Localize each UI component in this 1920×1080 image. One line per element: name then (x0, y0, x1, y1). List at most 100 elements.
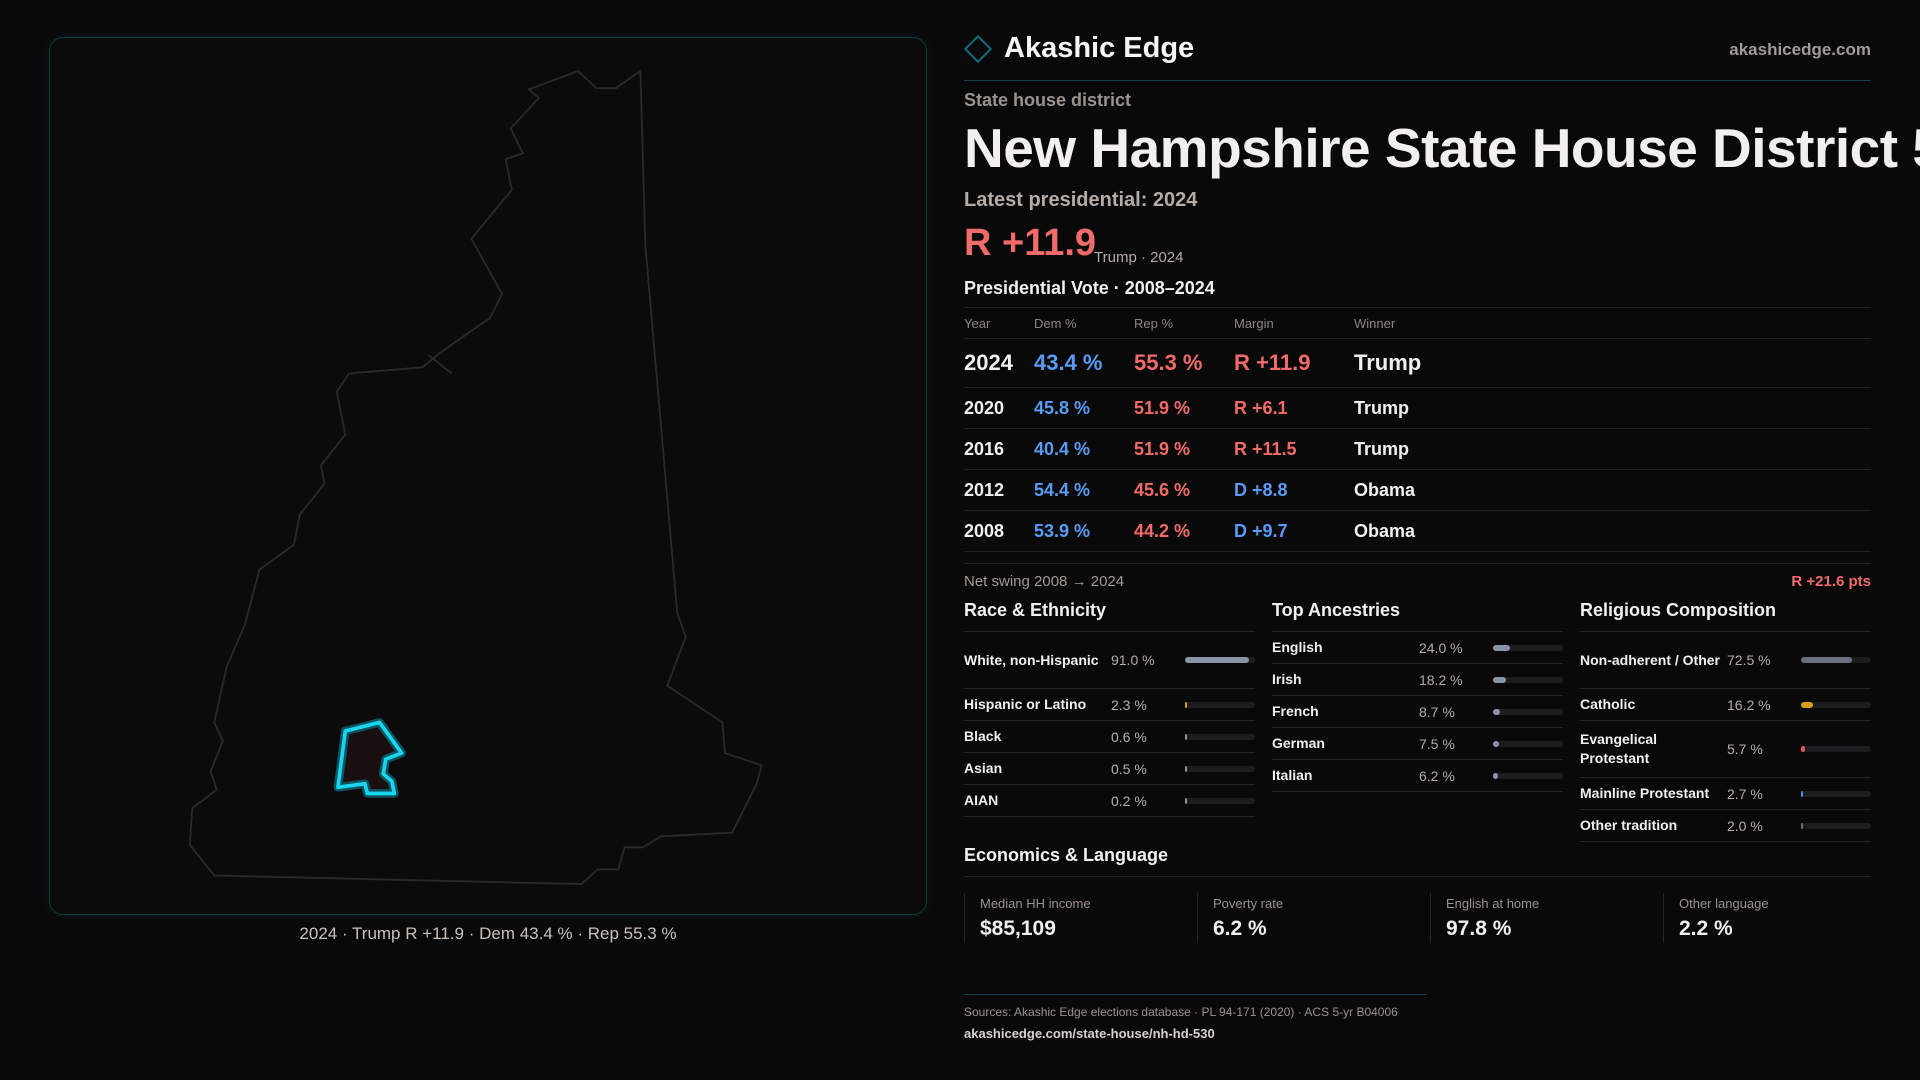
divider (964, 994, 1427, 995)
stat-bar-fill (1493, 676, 1507, 683)
stat-bar (1185, 733, 1255, 740)
stat-label: Other tradition (1580, 817, 1678, 833)
cell-margin: D +9.7 (1234, 510, 1354, 552)
brand-name: Akashic Edge (1004, 32, 1195, 64)
card-value: $85,109 (980, 917, 1056, 940)
brand[interactable]: Akashic Edge (963, 32, 1195, 65)
section-ancestry: Top Ancestries English 24.0 % Irish 18.2 % Fr… (1272, 600, 1563, 792)
stat-label: Asian (964, 760, 1003, 776)
cell-margin: R +6.1 (1234, 387, 1354, 429)
vote-row: 2012 54.4 % 45.6 % D +8.8 Obama (964, 469, 1871, 511)
section-title: Religious Composition (1580, 600, 1871, 632)
vote-table-title: Presidential Vote · 2008–2024 (964, 278, 1215, 298)
stat-label: Catholic (1580, 696, 1636, 712)
stat-bar-fill (1801, 746, 1806, 752)
col-rep: Rep % (1134, 307, 1234, 339)
stat-bar-fill (1185, 733, 1188, 740)
cell-margin: R +11.5 (1234, 428, 1354, 470)
stat-row: French 8.7 % (1272, 696, 1563, 728)
margin-headline: R +11.9 (964, 222, 1097, 264)
stat-bar-fill (1801, 657, 1853, 663)
card-label: English at home (1446, 896, 1540, 911)
stat-bar-fill (1185, 765, 1188, 772)
cell-winner: Obama (1354, 510, 1871, 552)
stat-value: 2.0 % (1726, 817, 1763, 834)
stat-value: 8.7 % (1418, 703, 1455, 720)
page-url[interactable]: akashicedge.com/state-house/nh-hd-530 (964, 1026, 1215, 1041)
stat-row: Black 0.6 % (964, 721, 1255, 753)
cell-rep: 44.2 % (1134, 510, 1234, 552)
stat-value: 2.3 % (1110, 696, 1147, 713)
section-religion: Religious Composition Non-adherent / Othe… (1580, 600, 1871, 842)
col-dem: Dem % (1034, 307, 1134, 339)
section-race: Race & Ethnicity White, non-Hispanic 91.0 … (964, 600, 1255, 817)
net-swing: Net swing 2008 → 2024 R +21.6 pts (964, 573, 1871, 590)
diamond-logo-icon (963, 34, 993, 63)
cell-rep: 55.3 % (1134, 338, 1234, 388)
stat-row: Italian 6.2 % (1272, 760, 1563, 792)
stat-value: 72.5 % (1726, 652, 1771, 668)
stat-bar (1185, 701, 1255, 708)
cell-rep: 45.6 % (1134, 469, 1234, 511)
vote-row: 2020 45.8 % 51.9 % R +6.1 Trump (964, 387, 1871, 429)
cell-year: 2008 (964, 510, 1034, 552)
divider (964, 876, 1871, 877)
stat-bar (1493, 644, 1563, 651)
stat-row: Hispanic or Latino 2.3 % (964, 689, 1255, 721)
stat-bar-fill (1493, 644, 1511, 651)
stat-row: Non-adherent / Other 72.5 % (1580, 632, 1871, 689)
stat-bar (1801, 746, 1871, 752)
stat-bar-fill (1185, 701, 1188, 708)
stat-label: Mainline Protestant (1580, 785, 1710, 801)
stat-label: Evangelical Protestant (1580, 731, 1658, 766)
stat-value: 0.6 % (1110, 728, 1147, 745)
card-label: Median HH income (980, 896, 1091, 911)
stat-row: English 24.0 % (1272, 632, 1563, 664)
stat-bar-fill (1801, 701, 1813, 708)
map-panel[interactable] (49, 37, 927, 915)
col-winner: Winner (1354, 307, 1871, 339)
stat-bar (1185, 765, 1255, 772)
stat-label: Black (964, 728, 1002, 744)
stat-bar (1801, 657, 1871, 663)
stat-bar-fill (1801, 822, 1804, 829)
stat-value: 5.7 % (1726, 741, 1763, 757)
stat-bar-fill (1801, 790, 1804, 797)
card-value: 2.2 % (1679, 917, 1733, 940)
economics-cards: Median HH income $85,109 Poverty rate 6.2 %… (964, 893, 1896, 943)
cell-rep: 51.9 % (1134, 428, 1234, 470)
cell-winner: Trump (1354, 387, 1871, 429)
stat-value: 6.2 % (1418, 767, 1455, 784)
economics-card: Other language 2.2 % (1663, 893, 1896, 943)
stat-row: Evangelical Protestant 5.7 % (1580, 721, 1871, 778)
cell-year: 2012 (964, 469, 1034, 511)
stat-value: 16.2 % (1726, 696, 1771, 713)
stat-label: Italian (1272, 767, 1313, 783)
col-margin: Margin (1234, 307, 1354, 339)
stat-bar (1801, 701, 1871, 708)
stat-value: 18.2 % (1418, 671, 1463, 688)
stat-row: Irish 18.2 % (1272, 664, 1563, 696)
stat-label: French (1272, 703, 1319, 719)
sources: Sources: Akashic Edge elections database… (964, 1005, 1398, 1019)
stat-value: 2.7 % (1726, 785, 1763, 802)
stat-row: Asian 0.5 % (964, 753, 1255, 785)
stat-row: Catholic 16.2 % (1580, 689, 1871, 721)
stat-bar (1801, 790, 1871, 797)
stat-bar (1493, 772, 1563, 779)
stat-row: German 7.5 % (1272, 728, 1563, 760)
vote-row: 2016 40.4 % 51.9 % R +11.5 Trump (964, 428, 1871, 470)
cell-winner: Trump (1354, 338, 1871, 388)
col-year: Year (964, 307, 1034, 339)
stat-row: AIAN 0.2 % (964, 785, 1255, 817)
stat-bar-fill (1493, 708, 1500, 715)
kicker: State house district (964, 90, 1132, 110)
section-title: Top Ancestries (1272, 600, 1563, 632)
cell-dem: 54.4 % (1034, 469, 1134, 511)
stat-bar (1493, 740, 1563, 747)
stat-label: Irish (1272, 671, 1302, 687)
section-title: Race & Ethnicity (964, 600, 1255, 632)
cell-year: 2024 (964, 338, 1034, 388)
site-link[interactable]: akashicedge.com (1729, 40, 1871, 59)
vote-row: 2024 43.4 % 55.3 % R +11.9 Trump (964, 338, 1871, 388)
